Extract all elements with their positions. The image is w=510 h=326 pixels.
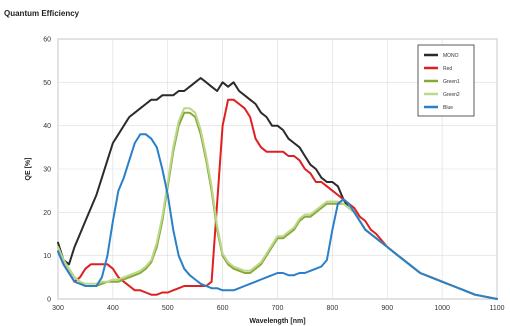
y-tick-label: 10: [43, 253, 51, 260]
x-axis-label: Wavelength [nm]: [249, 318, 305, 325]
legend-label: Green2: [443, 92, 460, 98]
y-tick-label: 60: [43, 37, 51, 44]
x-tick-label: 400: [107, 305, 119, 312]
axes: 300 400 500 600 700 800 900 1000 1100 0 10 20 30 40 50…: [43, 37, 504, 313]
y-tick-label: 20: [43, 210, 51, 217]
chart-title: Quantum Efficiency: [4, 9, 80, 18]
series-lines: [57, 77, 498, 300]
x-tick-label: 1000: [434, 305, 450, 312]
x-tick-label: 600: [217, 305, 229, 312]
legend: MONO Red Green1 Green2 Blue: [417, 44, 475, 117]
y-tick-label: 50: [43, 80, 51, 87]
y-tick-label: 30: [43, 167, 51, 174]
y-tick-label: 0: [47, 297, 51, 304]
series-line-red: [57, 98, 498, 300]
x-tick-label: 500: [162, 305, 174, 312]
legend-label: MONO: [443, 53, 459, 59]
x-tick-label: 800: [327, 305, 339, 312]
x-tick-label: 300: [52, 305, 64, 312]
legend-label: Green1: [443, 79, 460, 85]
series-line-blue: [57, 133, 498, 300]
x-tick-label: 1100: [489, 305, 504, 312]
x-tick-label: 900: [381, 305, 393, 312]
y-axis-label: QE [%]: [25, 158, 32, 181]
legend-label: Red: [443, 66, 452, 72]
y-tick-label: 40: [43, 123, 51, 130]
legend-label: Blue: [443, 105, 453, 111]
x-tick-label: 700: [272, 305, 284, 312]
